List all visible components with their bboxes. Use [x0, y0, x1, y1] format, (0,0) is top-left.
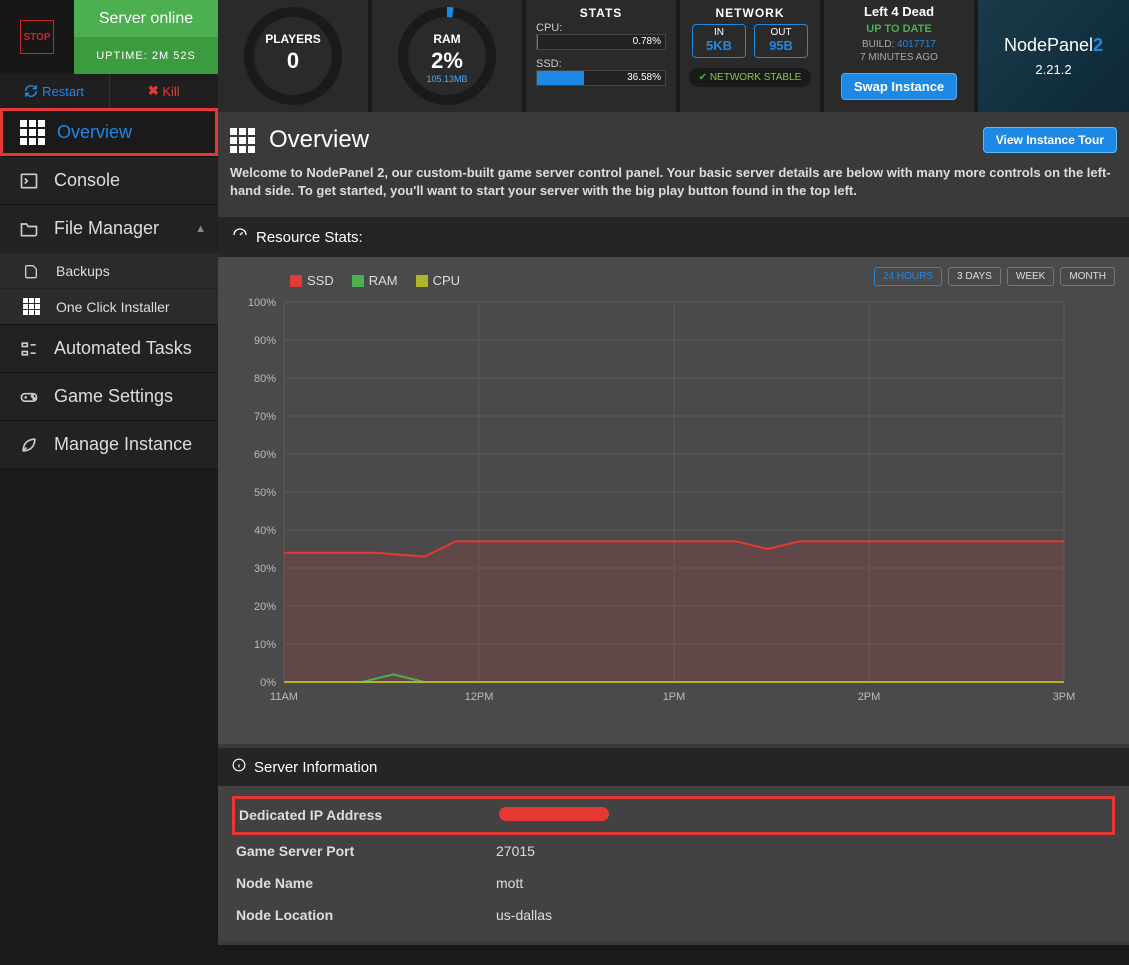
network-out: OUT 95B [754, 24, 808, 58]
network-card: NETWORK IN 5KB OUT 95B ✔ NETWORK STABLE [680, 0, 820, 112]
svg-text:50%: 50% [254, 487, 276, 499]
stop-button-label: STOP [20, 20, 54, 54]
grid-icon [21, 120, 43, 145]
svg-text:90%: 90% [254, 335, 276, 347]
range-button-month[interactable]: MONTH [1060, 267, 1115, 286]
rocket-icon [18, 435, 40, 455]
range-button-3-days[interactable]: 3 DAYS [948, 267, 1001, 286]
sidebar-item-automated[interactable]: Automated Tasks [0, 324, 218, 372]
svg-text:10%: 10% [254, 639, 276, 651]
svg-text:40%: 40% [254, 525, 276, 537]
svg-text:11AM: 11AM [270, 691, 298, 703]
tasks-icon [18, 339, 40, 359]
restart-button[interactable]: Restart [0, 74, 110, 108]
svg-text:30%: 30% [254, 563, 276, 575]
restart-icon [24, 84, 38, 98]
ssd-bar: 36.58% [536, 70, 666, 86]
brand-card: NodePanel2 2.21.2 [978, 0, 1129, 112]
grid-small-icon [20, 298, 42, 315]
network-in: IN 5KB [692, 24, 746, 58]
sidebar-item-one-click[interactable]: One Click Installer [0, 288, 218, 324]
dashboard-icon [232, 227, 248, 247]
sidebar-item-backups[interactable]: Backups [0, 252, 218, 288]
backup-icon [20, 263, 42, 279]
stats-card: STATS CPU: 0.78% SSD: 36.58% [526, 0, 676, 112]
view-tour-button[interactable]: View Instance Tour [983, 127, 1117, 153]
folder-icon [18, 219, 40, 239]
welcome-text: Welcome to NodePanel 2, our custom-built… [218, 160, 1129, 213]
sidebar-item-game-settings[interactable]: Game Settings [0, 372, 218, 420]
svg-text:1PM: 1PM [663, 691, 686, 703]
svg-text:100%: 100% [248, 297, 276, 309]
range-button-week[interactable]: WEEK [1007, 267, 1054, 286]
svg-text:80%: 80% [254, 373, 276, 385]
kill-icon: ✖ [148, 83, 159, 99]
svg-text:20%: 20% [254, 601, 276, 613]
swap-instance-button[interactable]: Swap Instance [841, 73, 957, 100]
sidebar-item-overview[interactable]: Overview [0, 108, 218, 156]
info-row-ip: Dedicated IP Address [232, 796, 1115, 835]
game-card: Left 4 Dead UP TO DATE BUILD: 4017717 7 … [824, 0, 974, 112]
svg-text:0%: 0% [260, 677, 276, 689]
chevron-up-icon: ▲ [195, 223, 206, 235]
server-info-panel: Server Information Dedicated IP Address … [218, 748, 1129, 941]
kill-button[interactable]: ✖ Kill [110, 74, 219, 108]
top-widget-row: PLAYERS 0 RAM 2% 105.13MB STATS [218, 0, 1129, 112]
resource-stats-panel: Resource Stats: SSD RAM CPU 24 HOURS3 DA… [218, 217, 1129, 744]
svg-text:12PM: 12PM [465, 691, 494, 703]
svg-text:2PM: 2PM [858, 691, 881, 703]
range-button-24-hours[interactable]: 24 HOURS [874, 267, 942, 286]
server-status: Server online [74, 0, 218, 37]
svg-text:60%: 60% [254, 449, 276, 461]
cpu-bar: 0.78% [536, 34, 666, 50]
sidebar-item-manage-instance[interactable]: Manage Instance [0, 420, 218, 468]
info-row-port: Game Server Port 27015 [232, 835, 1115, 867]
console-icon [18, 171, 40, 191]
sidebar-item-file-manager[interactable]: File Manager ▲ [0, 204, 218, 252]
sidebar: STOP Server online UPTIME: 2M 52S Restar… [0, 0, 218, 945]
stop-button[interactable]: STOP [0, 0, 74, 74]
resource-chart: 100% 90% 80% 70% 60% 50% 40% 30% 20% 10% 0% 11AM 12P… [230, 292, 1070, 732]
players-gauge: PLAYERS 0 [218, 0, 368, 112]
redacted-ip [499, 807, 609, 821]
sidebar-item-console[interactable]: Console [0, 156, 218, 204]
uptime-label: UPTIME: 2M 52S [74, 37, 218, 74]
svg-text:70%: 70% [254, 411, 276, 423]
info-row-node-loc: Node Location us-dallas [232, 899, 1115, 931]
page-title: Overview [269, 126, 369, 154]
network-stable-badge: ✔ NETWORK STABLE [689, 68, 812, 87]
svg-text:3PM: 3PM [1053, 691, 1076, 703]
info-row-node-name: Node Name mott [232, 867, 1115, 899]
check-icon: ✔ [699, 72, 707, 83]
gamepad-icon [18, 387, 40, 407]
overview-grid-icon [230, 128, 255, 153]
ram-gauge: RAM 2% 105.13MB [372, 0, 522, 112]
info-icon [232, 758, 246, 776]
